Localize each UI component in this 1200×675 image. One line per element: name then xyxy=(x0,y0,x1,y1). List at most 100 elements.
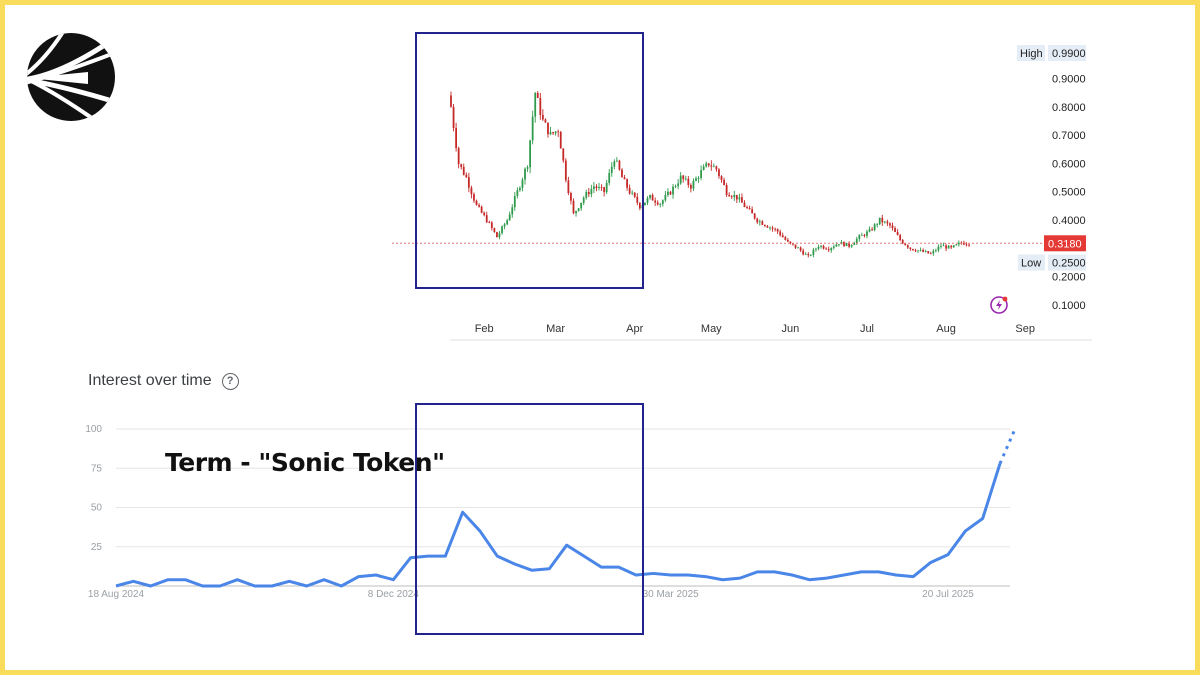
candle-body xyxy=(689,185,692,189)
candle-body xyxy=(929,253,932,255)
candle-body xyxy=(838,244,840,246)
candle-body xyxy=(815,248,817,250)
candle-body xyxy=(886,221,889,224)
candle-body xyxy=(720,176,723,180)
candle-body xyxy=(922,249,925,252)
candle-body xyxy=(452,106,455,129)
candle-body xyxy=(894,228,896,232)
candle-body xyxy=(667,191,669,196)
candle-body xyxy=(462,166,465,175)
candle-body xyxy=(511,207,514,215)
candle-body xyxy=(858,235,861,239)
candle-body xyxy=(774,228,777,230)
price-chart: 0.9900 0.9000 0.8000 0.7000 0.6000 0.5000 0.40… xyxy=(392,32,1092,341)
candle-body xyxy=(598,187,600,189)
candle-body xyxy=(623,177,626,180)
month-label: Mar xyxy=(546,323,565,335)
candle-body xyxy=(621,169,623,178)
candle-body xyxy=(825,248,828,250)
candle-body xyxy=(797,247,799,249)
candle-body xyxy=(809,255,812,256)
candle-body xyxy=(901,240,904,244)
candle-body xyxy=(615,160,618,162)
candle-body xyxy=(549,132,552,135)
candle-body xyxy=(751,209,754,214)
candle-body xyxy=(529,140,532,168)
price-y-axis: 0.9900 0.9000 0.8000 0.7000 0.6000 0.5000 0.40… xyxy=(1017,45,1086,312)
price-tick-label: 0.9900 xyxy=(1052,48,1086,60)
price-tick-label: 0.7000 xyxy=(1052,130,1086,142)
candle-body xyxy=(524,168,526,180)
candle-body xyxy=(702,166,705,171)
candle-body xyxy=(480,206,483,213)
candle-body xyxy=(577,208,580,211)
highlight-box-interest xyxy=(415,403,644,635)
candle-body xyxy=(794,244,797,248)
candle-body xyxy=(906,245,909,248)
candle-body xyxy=(957,242,960,245)
candle-body xyxy=(687,178,690,186)
candle-body xyxy=(455,128,458,149)
candle-body xyxy=(843,241,845,247)
candle-body xyxy=(656,202,659,205)
month-label: May xyxy=(701,323,722,335)
candle-body xyxy=(860,234,863,236)
candle-body xyxy=(580,202,583,209)
candle-body xyxy=(917,250,919,252)
candle-body xyxy=(965,244,968,246)
interest-chart: 100 75 50 25 18 Aug 2024 8 Dec 2024 30 Mar 20… xyxy=(85,403,1017,635)
candle-body xyxy=(807,254,810,256)
candle-body xyxy=(835,244,838,247)
price-tick-label: 0.3180 xyxy=(1048,238,1082,250)
candle-body xyxy=(649,194,651,199)
candle-body xyxy=(564,160,567,181)
candle-body xyxy=(682,175,685,180)
candle-body xyxy=(539,97,542,115)
candle-body xyxy=(572,200,575,214)
highlight-box-price xyxy=(415,32,644,289)
candle-body xyxy=(871,229,873,231)
candle-body xyxy=(730,196,733,198)
candle-body xyxy=(748,207,751,210)
candle-body xyxy=(490,222,493,229)
candlestick-series xyxy=(450,91,970,258)
candle-body xyxy=(738,197,741,200)
candle-body xyxy=(779,231,782,236)
candle-body xyxy=(661,200,664,204)
candle-body xyxy=(784,237,787,240)
candle-body xyxy=(475,200,478,205)
candle-body xyxy=(820,245,822,247)
candle-body xyxy=(467,177,470,188)
candle-body xyxy=(585,192,588,198)
candle-body xyxy=(697,178,700,179)
candle-body xyxy=(485,215,488,223)
candle-body xyxy=(695,178,697,181)
candle-body xyxy=(950,245,953,248)
candle-body xyxy=(684,178,687,180)
candle-body xyxy=(674,186,677,187)
help-icon[interactable]: ? xyxy=(221,372,239,390)
candle-body xyxy=(955,244,958,246)
candle-body xyxy=(593,186,595,189)
candle-body xyxy=(570,193,572,201)
month-label: Aug xyxy=(936,323,956,335)
search-term-annotation: Term - "Sonic Token" xyxy=(165,448,445,477)
candle-body xyxy=(878,217,881,225)
price-tick-label: 0.2000 xyxy=(1052,272,1086,284)
candle-body xyxy=(712,166,715,168)
candle-body xyxy=(526,167,529,169)
candle-body xyxy=(595,186,598,189)
candle-body xyxy=(541,114,544,120)
candle-body xyxy=(827,249,830,251)
candle-body xyxy=(705,163,708,167)
candle-body xyxy=(628,187,631,194)
price-tick-label: 0.8000 xyxy=(1052,102,1086,114)
candle-body xyxy=(723,179,725,186)
candle-body xyxy=(725,185,728,195)
candle-body xyxy=(848,242,851,247)
lightning-icon[interactable] xyxy=(990,296,1008,314)
month-label: Jul xyxy=(860,323,874,335)
candle-body xyxy=(501,226,503,234)
candle-body xyxy=(692,180,695,189)
candle-body xyxy=(718,169,720,177)
